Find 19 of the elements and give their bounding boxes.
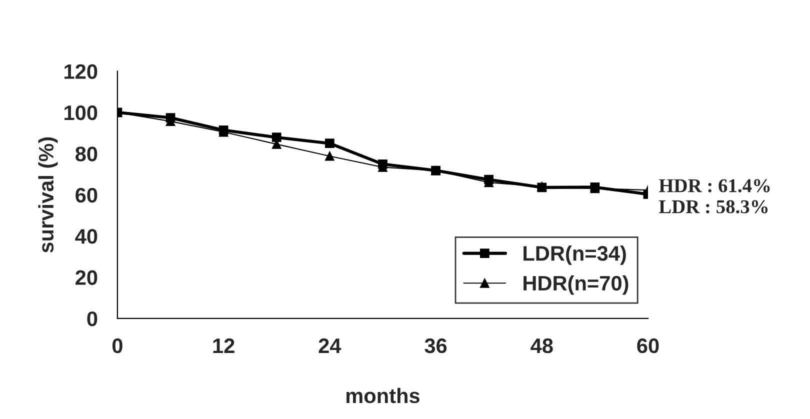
x-tick-label: 24 (318, 338, 342, 353)
y-tick-label: 80 (75, 146, 98, 162)
legend-label: LDR(n=34) (524, 245, 626, 265)
y-axis-title: survival (%) (38, 137, 58, 253)
x-tick-label: 12 (213, 338, 234, 353)
y-tick-label: 100 (64, 105, 98, 120)
legend-label: HDR(n=70) (524, 275, 628, 295)
y-tick-label: 40 (75, 229, 98, 244)
y-tick-label: 60 (76, 188, 98, 203)
text: HDR : 61.4% (658, 179, 770, 192)
y-tick-label: 0 (87, 311, 98, 326)
text: LDR : 58.3% (658, 200, 768, 214)
x-tick-label: 60 (637, 338, 659, 354)
x-tick-label: 48 (530, 338, 553, 354)
x-tick-label: 36 (424, 338, 447, 354)
y-tick-label: 120 (64, 64, 98, 79)
x-tick-label: 0 (112, 338, 122, 354)
x-axis-title: months (346, 388, 420, 404)
y-tick-label: 20 (76, 270, 98, 285)
